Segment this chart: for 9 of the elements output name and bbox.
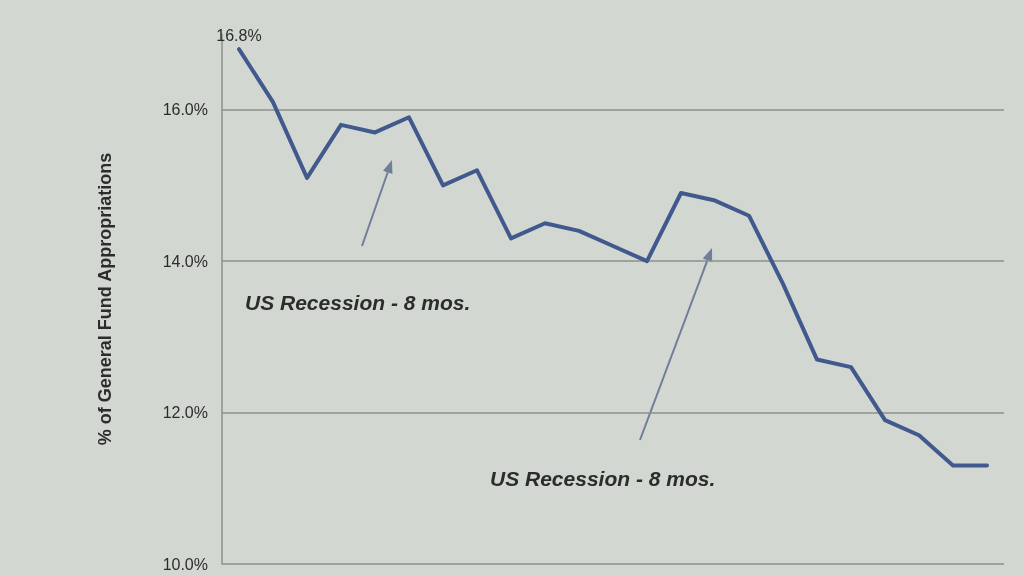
y-tick-label: 12.0% [162, 404, 208, 422]
data-label: 16.8% [216, 26, 262, 44]
y-tick-label: 14.0% [162, 252, 208, 270]
line-series [237, 47, 989, 468]
annotation: US Recession - 8 mos. [490, 467, 716, 490]
y-tick-label: 16.0% [162, 101, 208, 119]
annotation: US Recession - 8 mos. [245, 291, 471, 314]
y-axis-title: % of General Fund Appropriations [95, 152, 115, 446]
y-tick-label: 10.0% [162, 555, 208, 573]
